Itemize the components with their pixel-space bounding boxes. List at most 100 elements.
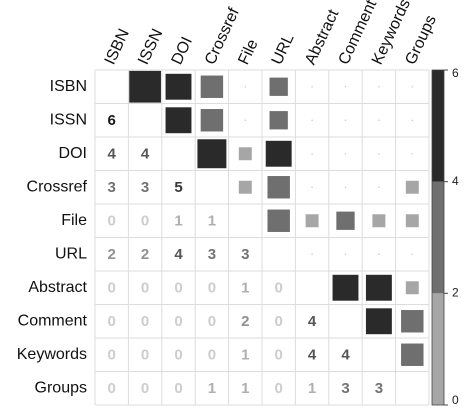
cell-value: 4 (141, 146, 150, 163)
cell-dot (344, 253, 347, 256)
column-label: Groups (402, 13, 440, 68)
cell-square (405, 281, 419, 295)
cell-value: 0 (275, 313, 283, 330)
row-label: Comment (18, 312, 88, 329)
cell-value: 0 (208, 313, 216, 330)
cell-value: 2 (141, 246, 149, 263)
cell-value: 1 (208, 213, 216, 230)
cell-dot (244, 85, 247, 88)
cell-value: 0 (208, 280, 216, 297)
cell-dot (411, 119, 414, 122)
cell-value: 3 (208, 246, 216, 263)
cell-dot (411, 85, 414, 88)
cell-square (405, 180, 419, 194)
cell-dot (311, 186, 313, 189)
cell-value: 1 (308, 380, 316, 397)
column-label: ISSN (135, 26, 166, 67)
colorbar-segment (432, 70, 444, 182)
cell-value: 1 (241, 280, 249, 297)
cell-value: 6 (108, 112, 116, 129)
cell-square (305, 214, 319, 228)
cell-value: 0 (174, 313, 182, 330)
cell-value: 1 (174, 213, 182, 230)
colorbar-frame (431, 69, 445, 406)
cell-dot (311, 152, 313, 155)
cell-value: 0 (108, 380, 116, 397)
cell-square (401, 310, 424, 333)
cell-square (200, 75, 224, 98)
column-label: DOI (169, 35, 196, 68)
cell-value: 1 (241, 347, 249, 364)
cell-square (269, 77, 288, 96)
cell-dot (411, 253, 414, 256)
cell-square (405, 214, 419, 228)
cell-value: 0 (208, 347, 216, 364)
cell-square (265, 140, 292, 167)
cell-square (129, 70, 161, 103)
column-label: File (235, 37, 261, 68)
row-label: ISSN (50, 111, 87, 128)
cell-value: 4 (108, 146, 117, 163)
cell-value: 0 (141, 213, 149, 230)
colorbar-segment (432, 181, 444, 294)
row-label: Keywords (17, 346, 87, 363)
cell-value: 0 (108, 347, 116, 364)
cell-square (365, 274, 392, 301)
cell-value: 1 (208, 380, 216, 397)
cell-dot (344, 85, 347, 88)
cell-square (365, 308, 392, 335)
row-label: Crossref (27, 178, 88, 195)
colorbar-tick-label: 0 (452, 393, 459, 407)
cell-dot (411, 152, 414, 155)
cell-square (200, 109, 224, 132)
cell-square (267, 209, 290, 232)
cell-dot (311, 119, 313, 122)
cell-value: 3 (341, 380, 349, 397)
cell-value: 0 (174, 347, 182, 364)
row-label: URL (55, 245, 87, 262)
cell-dot (311, 85, 313, 88)
cell-value: 0 (141, 280, 149, 297)
cell-square (267, 176, 290, 199)
row-label: DOI (59, 145, 87, 162)
colorbar-tick-label: 6 (452, 66, 459, 80)
cell-dot (378, 253, 380, 256)
cell-dot (378, 119, 380, 122)
cell-square (269, 111, 288, 130)
cell-value: 5 (174, 179, 182, 196)
cell-square (332, 274, 359, 301)
cell-dot (344, 152, 347, 155)
cell-square (165, 73, 192, 100)
colorbar-segment (432, 293, 444, 405)
cell-dot (378, 186, 380, 189)
cell-square (401, 343, 424, 366)
row-label: Groups (35, 379, 87, 396)
cell-square (372, 214, 386, 228)
cell-square (197, 139, 227, 169)
cell-dot (344, 119, 347, 122)
cell-square (238, 147, 252, 161)
cell-dot (311, 253, 313, 256)
cell-dot (344, 186, 347, 189)
cell-value: 0 (174, 280, 182, 297)
cell-value: 0 (108, 280, 116, 297)
colorbar-tick-label: 4 (452, 174, 459, 188)
cell-value: 3 (108, 179, 116, 196)
cell-value: 3 (375, 380, 383, 397)
cell-value: 3 (141, 179, 149, 196)
cell-dot (378, 152, 380, 155)
cell-value: 2 (241, 313, 249, 330)
cell-value: 0 (141, 347, 149, 364)
cell-value: 0 (174, 380, 182, 397)
colorbar-tick-label: 2 (452, 286, 459, 300)
cell-value: 3 (241, 246, 249, 263)
cell-value: 0 (108, 313, 116, 330)
cell-value: 0 (275, 347, 283, 364)
cell-value: 0 (275, 280, 283, 297)
cell-value: 4 (341, 347, 350, 364)
row-label: Abstract (28, 279, 87, 296)
cell-dot (378, 85, 380, 88)
column-label: ISBN (102, 26, 133, 67)
